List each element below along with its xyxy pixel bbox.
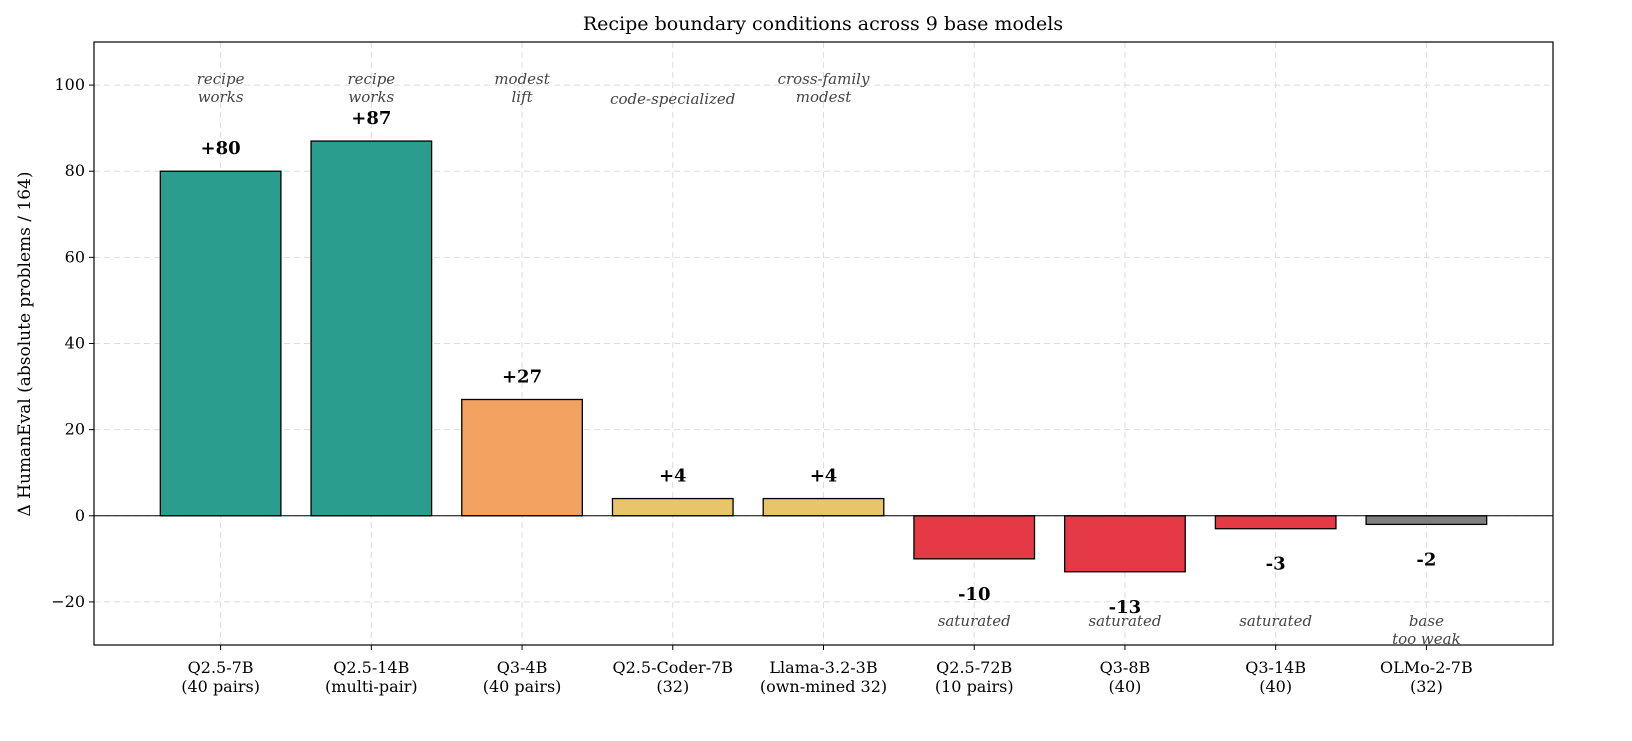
bar (461, 398, 583, 517)
value-label: +80 (201, 138, 241, 159)
bar (611, 497, 734, 517)
annotation: recipe works (347, 70, 395, 106)
bar (1214, 515, 1337, 530)
chart-title: Recipe boundary conditions across 9 base… (583, 13, 1063, 35)
y-tick-label: 80 (65, 161, 85, 180)
value-label: -3 (1266, 554, 1286, 575)
value-label: +4 (659, 466, 687, 487)
x-tick-label: Q3-8B (40) (1100, 658, 1151, 696)
y-tick-label: 0 (75, 506, 85, 525)
x-tick-label: Llama-3.2-3B (own-mined 32) (760, 658, 887, 696)
x-tick-label: Q2.5-14B (multi-pair) (325, 658, 418, 696)
x-tick-label: OLMo-2-7B (32) (1380, 658, 1473, 696)
x-tick-label: Q3-14B (40) (1245, 658, 1306, 696)
bar (310, 140, 433, 517)
x-tick-label: Q3-4B (40 pairs) (483, 658, 562, 696)
y-tick-label: 100 (54, 75, 85, 94)
bar (1064, 515, 1186, 573)
bar (1365, 515, 1488, 526)
y-tick-label: 20 (65, 420, 85, 439)
y-tick-label: 40 (65, 334, 85, 353)
annotation: saturated (1088, 612, 1161, 630)
value-label: -13 (1109, 597, 1142, 618)
bar (159, 170, 282, 517)
x-tick-label: Q2.5-72B (10 pairs) (935, 658, 1014, 696)
bar (913, 515, 1036, 560)
value-label: +4 (810, 466, 838, 487)
annotation: modest lift (494, 70, 550, 106)
bar (762, 497, 885, 517)
annotation: base too weak (1392, 612, 1461, 648)
value-label: +87 (351, 108, 391, 129)
annotation: saturated (1239, 612, 1312, 630)
y-tick-label: −20 (51, 592, 85, 611)
value-label: -2 (1416, 549, 1436, 570)
plot-frame (93, 41, 1554, 646)
annotation: saturated (938, 612, 1011, 630)
y-tick-label: 60 (65, 247, 85, 266)
annotation: cross-family modest (778, 70, 870, 106)
annotation: recipe works (197, 70, 245, 106)
x-tick-label: Q2.5-Coder-7B (32) (613, 658, 734, 696)
x-tick-label: Q2.5-7B (40 pairs) (181, 658, 260, 696)
value-label: -10 (958, 584, 991, 605)
y-axis-label: Δ HumanEval (absolute problems / 164) (15, 171, 35, 516)
annotation: code-specialized (610, 90, 735, 108)
value-label: +27 (502, 366, 542, 387)
